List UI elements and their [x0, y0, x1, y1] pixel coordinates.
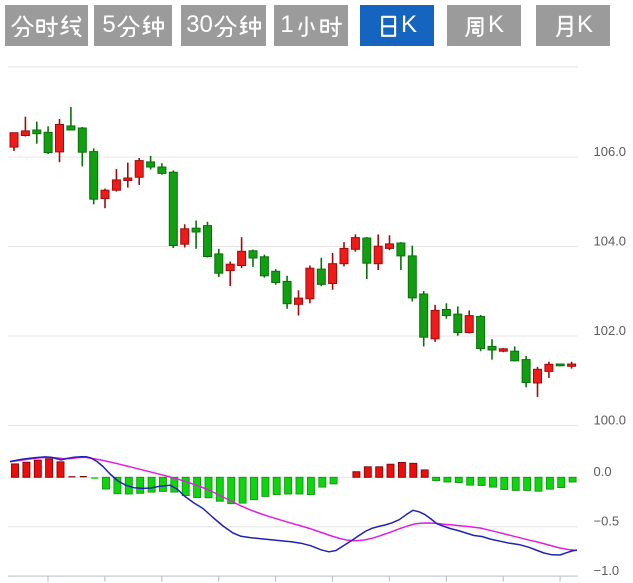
svg-text:0.0: 0.0: [594, 464, 612, 479]
svg-text:−1.0: −1.0: [594, 563, 620, 578]
svg-text:102.0: 102.0: [594, 323, 627, 338]
svg-text:106.0: 106.0: [594, 144, 627, 159]
svg-text:104.0: 104.0: [594, 233, 627, 248]
svg-text:−0.5: −0.5: [594, 514, 620, 529]
svg-text:100.0: 100.0: [594, 412, 627, 427]
